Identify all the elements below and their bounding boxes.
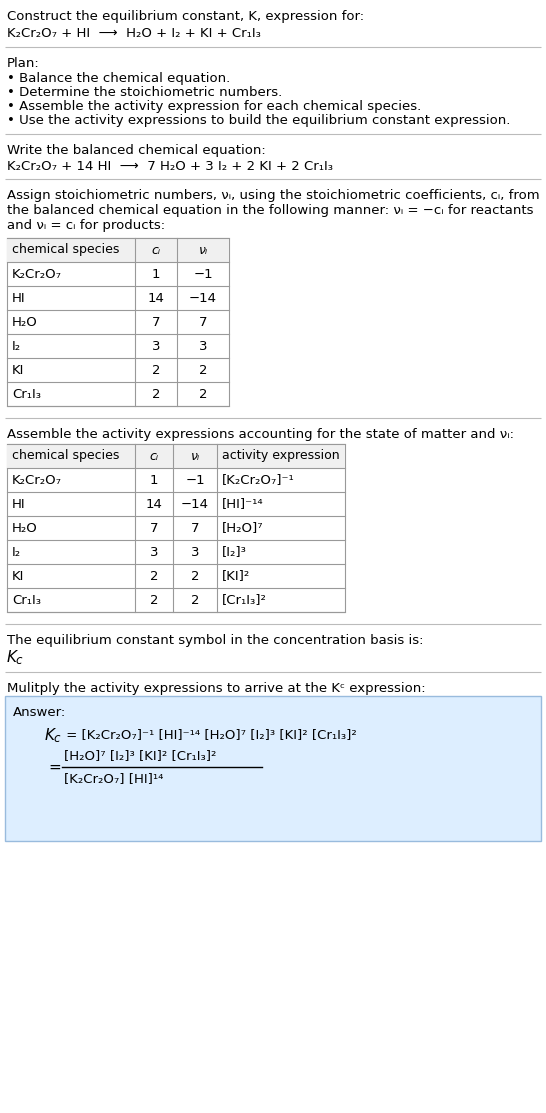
Text: I₂: I₂ (12, 545, 21, 559)
Text: Write the balanced chemical equation:: Write the balanced chemical equation: (7, 144, 266, 157)
Text: • Assemble the activity expression for each chemical species.: • Assemble the activity expression for e… (7, 100, 422, 114)
Text: • Balance the chemical equation.: • Balance the chemical equation. (7, 72, 230, 85)
Text: K: K (45, 728, 55, 743)
Text: 3: 3 (150, 545, 158, 559)
Text: K: K (7, 650, 17, 664)
Text: Cr₁I₃: Cr₁I₃ (12, 593, 41, 607)
Text: and νᵢ = cᵢ for products:: and νᵢ = cᵢ for products: (7, 219, 165, 232)
Bar (7, 238, 229, 406)
Text: 1: 1 (152, 267, 160, 280)
Text: chemical species: chemical species (12, 450, 120, 463)
Text: 2: 2 (152, 387, 160, 401)
Bar (5, 696, 541, 841)
Text: [K₂Cr₂O₇]⁻¹: [K₂Cr₂O₇]⁻¹ (222, 473, 295, 486)
Text: the balanced chemical equation in the following manner: νᵢ = −cᵢ for reactants: the balanced chemical equation in the fo… (7, 204, 533, 217)
Text: 7: 7 (152, 315, 160, 328)
Text: [Cr₁I₃]²: [Cr₁I₃]² (222, 593, 267, 607)
Text: 7: 7 (150, 522, 158, 534)
Text: activity expression: activity expression (222, 450, 340, 463)
Text: −1: −1 (193, 267, 213, 280)
Text: • Determine the stoichiometric numbers.: • Determine the stoichiometric numbers. (7, 86, 282, 99)
Text: KI: KI (12, 364, 25, 376)
Text: c: c (15, 654, 22, 667)
Text: 2: 2 (199, 387, 207, 401)
Text: 3: 3 (191, 545, 199, 559)
Text: Mulitply the activity expressions to arrive at the Kᶜ expression:: Mulitply the activity expressions to arr… (7, 682, 426, 695)
Text: The equilibrium constant symbol in the concentration basis is:: The equilibrium constant symbol in the c… (7, 634, 424, 647)
Text: K₂Cr₂O₇ + 14 HI  ⟶  7 H₂O + 3 I₂ + 2 KI + 2 Cr₁I₃: K₂Cr₂O₇ + 14 HI ⟶ 7 H₂O + 3 I₂ + 2 KI + … (7, 160, 333, 173)
Text: Cr₁I₃: Cr₁I₃ (12, 387, 41, 401)
Bar (7, 238, 229, 262)
Bar (7, 444, 345, 467)
Text: HI: HI (12, 292, 26, 305)
Text: = [K₂Cr₂O₇]⁻¹ [HI]⁻¹⁴ [H₂O]⁷ [I₂]³ [KI]² [Cr₁I₃]²: = [K₂Cr₂O₇]⁻¹ [HI]⁻¹⁴ [H₂O]⁷ [I₂]³ [KI]²… (62, 728, 357, 741)
Text: 2: 2 (199, 364, 207, 376)
Text: KI: KI (12, 570, 25, 582)
Text: 14: 14 (146, 498, 163, 511)
Text: • Use the activity expressions to build the equilibrium constant expression.: • Use the activity expressions to build … (7, 114, 511, 127)
Text: [KI]²: [KI]² (222, 570, 250, 582)
Text: 3: 3 (152, 339, 160, 353)
Text: Plan:: Plan: (7, 57, 40, 70)
Text: 2: 2 (191, 570, 199, 582)
Text: −1: −1 (185, 473, 205, 486)
Text: K₂Cr₂O₇: K₂Cr₂O₇ (12, 267, 62, 280)
Text: 3: 3 (199, 339, 207, 353)
Text: 2: 2 (150, 593, 158, 607)
Text: K₂Cr₂O₇ + HI  ⟶  H₂O + I₂ + KI + Cr₁I₃: K₂Cr₂O₇ + HI ⟶ H₂O + I₂ + KI + Cr₁I₃ (7, 27, 261, 40)
Text: cᵢ: cᵢ (151, 244, 161, 256)
Text: −14: −14 (181, 498, 209, 511)
Text: 2: 2 (150, 570, 158, 582)
Text: νᵢ: νᵢ (191, 450, 200, 463)
Text: 7: 7 (199, 315, 207, 328)
Text: K₂Cr₂O₇: K₂Cr₂O₇ (12, 473, 62, 486)
Text: c: c (54, 732, 60, 745)
Text: H₂O: H₂O (12, 522, 38, 534)
Bar (7, 444, 345, 612)
Text: νᵢ: νᵢ (198, 244, 207, 256)
Text: Assign stoichiometric numbers, νᵢ, using the stoichiometric coefficients, cᵢ, fr: Assign stoichiometric numbers, νᵢ, using… (7, 189, 539, 201)
Text: 14: 14 (147, 292, 164, 305)
Text: HI: HI (12, 498, 26, 511)
Text: [H₂O]⁷: [H₂O]⁷ (222, 522, 264, 534)
Text: =: = (48, 759, 61, 775)
Text: [H₂O]⁷ [I₂]³ [KI]² [Cr₁I₃]²: [H₂O]⁷ [I₂]³ [KI]² [Cr₁I₃]² (64, 749, 216, 762)
Text: [K₂Cr₂O₇] [HI]¹⁴: [K₂Cr₂O₇] [HI]¹⁴ (64, 772, 163, 785)
Text: Answer:: Answer: (13, 706, 66, 719)
Text: [HI]⁻¹⁴: [HI]⁻¹⁴ (222, 498, 264, 511)
Text: [I₂]³: [I₂]³ (222, 545, 247, 559)
Text: 2: 2 (191, 593, 199, 607)
Text: chemical species: chemical species (12, 244, 120, 256)
Text: 2: 2 (152, 364, 160, 376)
Text: H₂O: H₂O (12, 315, 38, 328)
Text: −14: −14 (189, 292, 217, 305)
Text: I₂: I₂ (12, 339, 21, 353)
Text: 1: 1 (150, 473, 158, 486)
Text: 7: 7 (191, 522, 199, 534)
Text: cᵢ: cᵢ (150, 450, 158, 463)
Text: Construct the equilibrium constant, K, expression for:: Construct the equilibrium constant, K, e… (7, 10, 364, 23)
Text: Assemble the activity expressions accounting for the state of matter and νᵢ:: Assemble the activity expressions accoun… (7, 429, 514, 441)
